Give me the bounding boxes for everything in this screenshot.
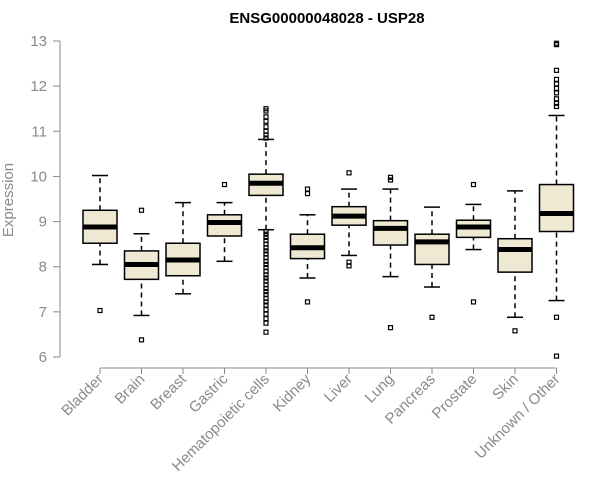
outlier-point [553,96,560,102]
box-unknown-other [538,40,575,359]
outlier-point [221,181,228,188]
outlier-point [263,288,269,295]
box-lung [372,174,409,331]
x-tick-label: Breast [147,370,190,413]
outlier-point [263,258,269,264]
outlier-point [263,228,269,235]
box-pancreas [414,206,450,320]
outlier-point [263,248,269,254]
outlier-point [553,85,560,92]
y-tick-label: 11 [31,123,47,140]
outlier-point [553,76,560,82]
outlier-point [138,337,145,343]
box-kidney [289,186,326,305]
outlier-point [553,42,560,48]
box-liver [331,170,367,269]
outlier-point [304,299,311,305]
outlier-point [263,320,269,326]
y-axis-label: Expression [0,163,17,237]
outlier-point [263,124,269,130]
outlier-point [553,353,560,359]
box-prostate [455,181,492,305]
box-iqr [414,233,450,266]
outlier-point [346,263,352,269]
outlier-point [263,329,269,335]
x-tick-label: Brain [112,371,149,408]
outlier-point [263,231,269,237]
outlier-point [553,100,560,106]
y-tick-label: 6 [39,349,47,366]
box-gastric [206,181,243,263]
outlier-point [97,307,103,314]
y-tick-label: 13 [30,33,47,50]
outlier-point [512,328,518,334]
outlier-point [304,190,311,197]
box-hematopoietic-cells [248,106,284,335]
outlier-point [387,177,394,183]
outlier-point [387,174,394,180]
box-iqr [372,219,409,246]
outlier-point [553,90,560,96]
y-tick-label: 10 [30,168,47,185]
outlier-point [553,67,560,73]
outlier-point [263,114,269,120]
outlier-point [263,234,269,240]
outlier-point [346,170,352,176]
x-tick-label: Liver [321,371,356,406]
outlier-point [470,299,477,305]
x-tick-label: Bladder [58,371,107,420]
box-brain [123,207,160,343]
outlier-point [263,316,269,322]
outlier-point [263,275,269,281]
box-iqr [497,237,533,273]
box-bladder [82,174,118,314]
outlier-point [304,186,311,192]
y-tick-label: 9 [39,214,47,231]
y-axis: 6 7 8 9 10 11 12 13 [30,33,61,366]
outlier-point [387,325,394,331]
box-breast [165,201,201,295]
x-tick-label: Kidney [270,370,315,415]
y-tick-label: 8 [39,259,47,276]
y-tick-label: 12 [30,78,47,95]
outlier-point [263,118,269,124]
box-iqr [206,214,243,237]
x-tick-label: Lung [362,371,398,407]
outlier-point [263,285,269,291]
outlier-point [263,245,269,251]
box-skin [497,190,533,334]
outlier-point [429,314,435,320]
y-tick-label: 7 [39,304,47,321]
outlier-point [470,181,477,188]
outlier-point [553,314,560,320]
box-series [82,40,575,359]
outlier-point [263,311,269,317]
outlier-point [553,103,560,110]
outlier-point [553,81,560,87]
x-tick-label: Skin [489,371,522,404]
outlier-point [263,132,269,138]
x-tick-label: Prostate [429,371,481,423]
outlier-point [263,108,269,114]
outlier-point [138,207,145,213]
outlier-point [263,307,269,313]
outlier-point [263,272,269,278]
chart-title: ENSG00000048028 - USP28 [229,10,424,27]
outlier-point [263,261,269,268]
outlier-point [263,135,269,141]
box-iqr [538,183,575,233]
outlier-point [263,299,269,305]
